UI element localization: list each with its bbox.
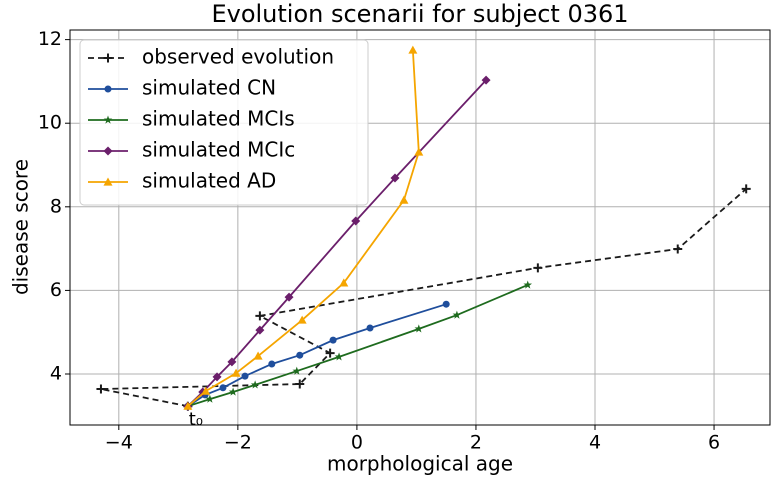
series-line: [187, 284, 529, 408]
point: [228, 387, 238, 396]
legend-label: simulated CN: [142, 76, 276, 100]
legend-label: simulated AD: [142, 169, 276, 193]
y-tick-label: 8: [50, 195, 62, 217]
point: [523, 280, 533, 289]
x-tick-label: 2: [470, 432, 482, 454]
x-tick-label: 4: [589, 432, 601, 454]
point: [325, 348, 335, 358]
point: [399, 195, 409, 204]
point: [296, 351, 304, 359]
legend-label: simulated MCIc: [142, 138, 295, 162]
point: [329, 336, 337, 344]
point: [414, 147, 424, 156]
legend-label: observed evolution: [142, 45, 334, 69]
point: [227, 357, 237, 367]
legend-label: simulated MCIs: [142, 107, 295, 131]
point: [103, 177, 113, 186]
point: [481, 75, 491, 85]
point: [205, 394, 215, 403]
point: [104, 85, 112, 93]
point: [673, 244, 683, 254]
point: [295, 379, 305, 389]
y-tick-label: 12: [38, 28, 62, 50]
point: [103, 146, 113, 156]
y-tick-label: 4: [50, 363, 62, 385]
y-tick-label: 10: [38, 112, 62, 134]
y-tick-label: 6: [50, 279, 62, 301]
point: [201, 386, 211, 395]
point: [96, 384, 106, 394]
point: [390, 173, 400, 183]
point: [212, 372, 222, 382]
x-tick-label: 6: [708, 432, 720, 454]
point: [103, 115, 113, 124]
point: [253, 351, 263, 360]
point: [284, 292, 294, 302]
x-tick-label: −4: [105, 432, 133, 454]
point: [351, 216, 361, 226]
point: [255, 325, 265, 335]
point: [183, 401, 193, 410]
point: [366, 324, 374, 332]
point: [255, 311, 265, 321]
x-axis-label: morphological age: [327, 452, 513, 476]
x-tick-label: −2: [224, 432, 252, 454]
point: [452, 310, 462, 319]
point: [241, 372, 249, 380]
point: [339, 278, 349, 287]
legend-box: [79, 39, 369, 206]
point: [103, 53, 113, 63]
point: [334, 352, 344, 361]
point: [741, 184, 751, 194]
point: [533, 263, 543, 273]
chart-title: Evolution scenarii for subject 0361: [211, 0, 628, 28]
point: [442, 300, 450, 308]
point: [231, 368, 241, 377]
point: [414, 324, 424, 333]
point: [408, 45, 418, 54]
point: [268, 360, 276, 368]
point: [219, 384, 227, 392]
point: [292, 366, 302, 375]
series-line: [100, 188, 747, 408]
series-line: [187, 303, 447, 407]
point: [250, 380, 260, 389]
plot-frame: [69, 29, 771, 426]
annotation: t₀: [189, 409, 203, 430]
y-axis-label: disease score: [9, 159, 33, 295]
point: [297, 315, 307, 324]
x-tick-label: 0: [351, 432, 363, 454]
